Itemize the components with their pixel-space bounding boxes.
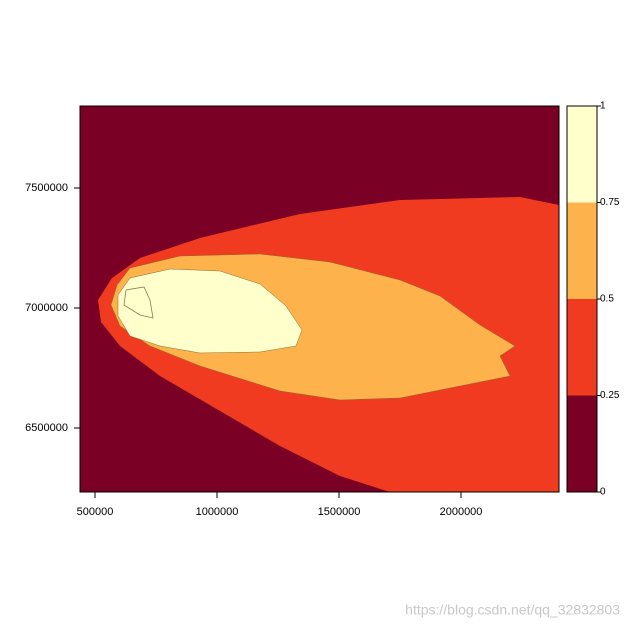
region-high [117,268,303,354]
plot-frame [79,105,560,493]
watermark: https://blog.csdn.net/qq_32832803 [405,602,620,618]
legend-tick-label: 0.5 [600,294,614,305]
axes: 500000 1000000 1500000 2000000 6500000 700000… [25,182,482,518]
contour [123,286,154,319]
legend-swatch [567,106,597,203]
legend-swatch [567,202,597,299]
y-tick-label: 6500000 [25,422,68,434]
y-tick-label: 7500000 [25,182,68,194]
legend-tick-label: 1 [600,101,606,112]
legend: 0 0.25 0.5 0.75 1 [567,101,620,498]
legend-tick-label: 0.25 [600,390,620,401]
legend-frame [566,105,598,493]
x-tick-label: 500000 [77,506,114,518]
x-tick-label: 2000000 [440,506,483,518]
legend-swatch [567,299,597,396]
legend-swatch [567,395,597,492]
legend-tick-label: 0 [600,487,606,498]
legend-tick-label: 0.75 [600,197,620,208]
raster-map [80,106,559,492]
x-tick-label: 1000000 [196,506,239,518]
y-tick-label: 7000000 [25,302,68,314]
x-tick-label: 1500000 [318,506,361,518]
